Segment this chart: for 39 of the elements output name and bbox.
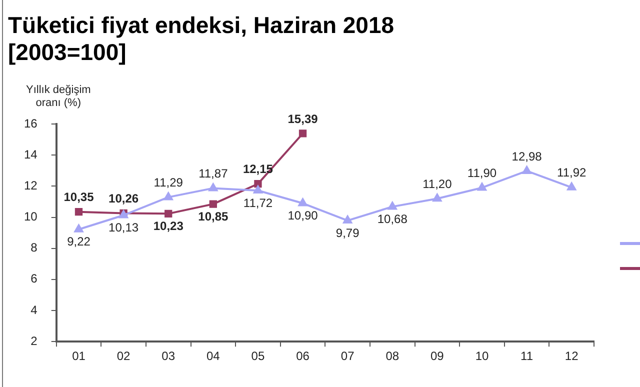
data-label: 11,29 xyxy=(154,176,184,190)
x-tick-label: 01 xyxy=(72,349,86,364)
data-label: 9,22 xyxy=(67,234,91,249)
data-label: 10,90 xyxy=(288,208,318,223)
data-label: 10,35 xyxy=(64,190,94,204)
x-tick-label: 02 xyxy=(116,349,131,364)
data-label: 11,92 xyxy=(557,166,586,180)
x-tick-label: 09 xyxy=(430,349,444,364)
y-tick-label: 14 xyxy=(24,147,38,162)
data-label: 9,79 xyxy=(336,226,360,240)
data-label: 15,39 xyxy=(288,112,318,126)
data-label: 10,26 xyxy=(108,192,139,206)
data-label: 11,20 xyxy=(422,176,452,191)
data-label: 10,85 xyxy=(198,209,229,224)
y-tick-label: 4 xyxy=(30,302,38,317)
x-tick-label: 08 xyxy=(386,349,400,364)
x-tick-label: 06 xyxy=(296,349,310,364)
y-tick-label: 10 xyxy=(24,210,38,224)
data-label: 11,72 xyxy=(243,196,273,210)
y-tick-label: 2 xyxy=(30,334,38,348)
y-tick-label: 8 xyxy=(30,240,38,255)
data-label: 10,13 xyxy=(108,220,139,235)
x-tick-label: 11 xyxy=(520,349,534,364)
data-label: 12,98 xyxy=(512,149,542,164)
chart-title: Tüketici fiyat endeksi, Haziran 2018 [2003=100] xyxy=(8,12,394,66)
x-tick-label: 07 xyxy=(340,349,355,364)
y-axis-title: Yıllık değişim oranı (%) xyxy=(26,84,91,110)
y-tick-label: 16 xyxy=(24,116,38,130)
data-label: 11,87 xyxy=(198,166,228,181)
data-label: 11,90 xyxy=(467,166,497,180)
x-tick-label: 04 xyxy=(206,349,220,364)
x-tick-label: 05 xyxy=(251,349,265,364)
x-tick-label: 03 xyxy=(162,349,176,364)
data-label: 10,68 xyxy=(377,212,408,226)
x-tick-label: 12 xyxy=(564,349,579,364)
y-tick-label: 6 xyxy=(30,272,38,286)
y-tick-label: 12 xyxy=(24,178,38,192)
data-label: 10,23 xyxy=(153,218,184,233)
x-tick-label: 10 xyxy=(475,349,489,364)
